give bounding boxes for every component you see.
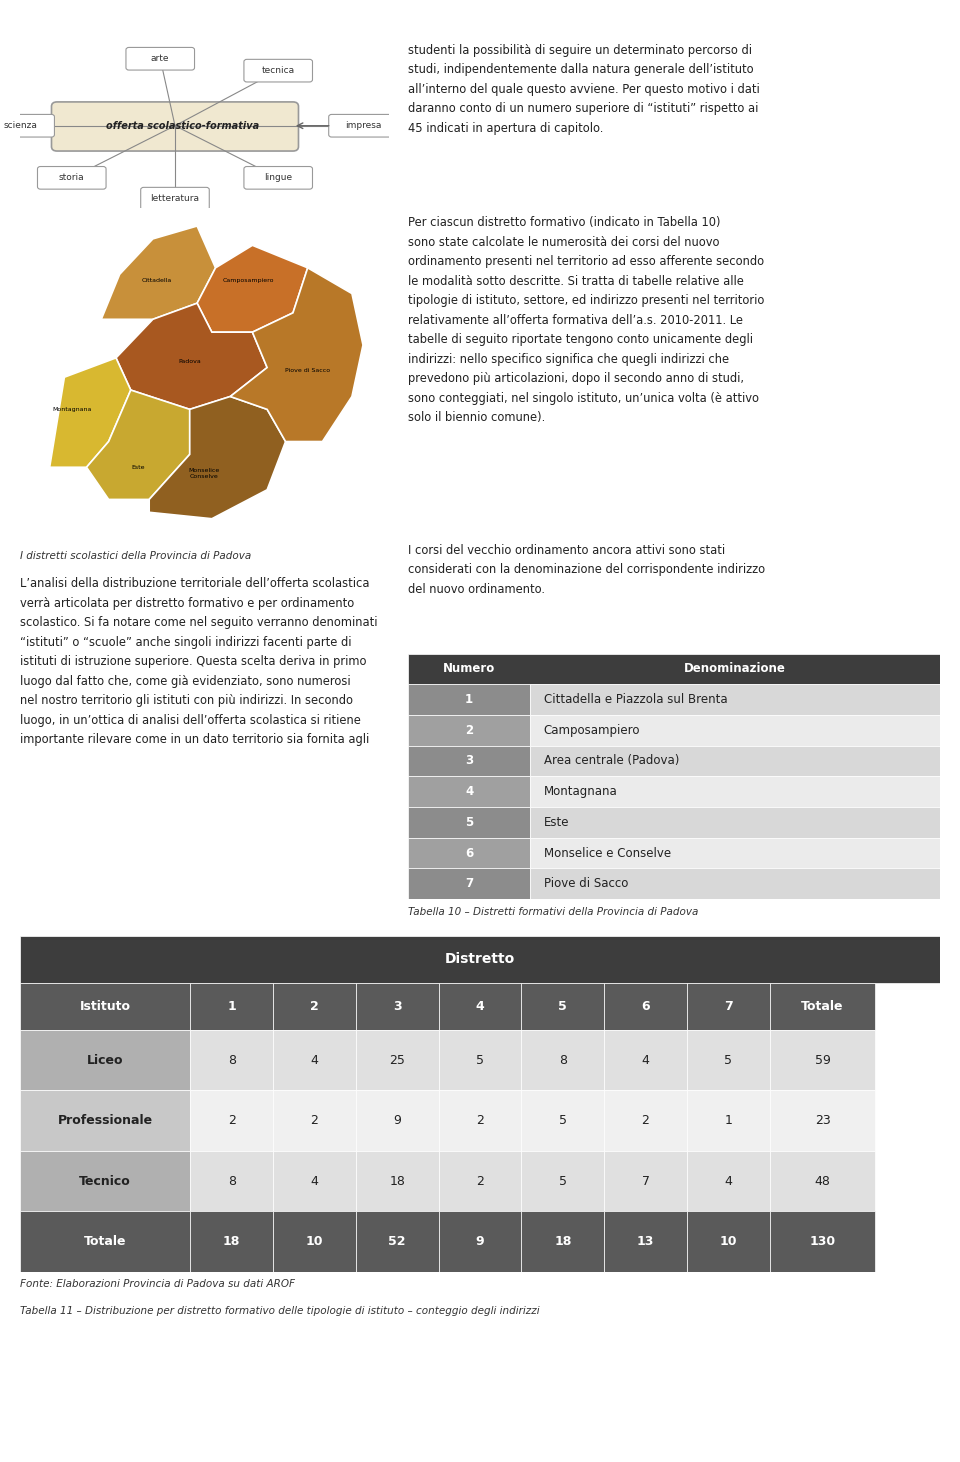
Bar bbox=[530, 684, 940, 715]
Text: 7: 7 bbox=[465, 877, 473, 890]
Text: Cittadella: Cittadella bbox=[141, 278, 172, 284]
Bar bbox=[273, 1091, 356, 1151]
Text: 10: 10 bbox=[720, 1235, 737, 1249]
Text: Professionale: Professionale bbox=[58, 1114, 153, 1127]
Polygon shape bbox=[101, 227, 216, 319]
Bar bbox=[521, 1091, 604, 1151]
Text: 7: 7 bbox=[641, 1174, 650, 1187]
Text: 1: 1 bbox=[725, 1114, 732, 1127]
Text: 18: 18 bbox=[554, 1235, 571, 1249]
Text: 4: 4 bbox=[310, 1174, 319, 1187]
Polygon shape bbox=[230, 268, 363, 442]
Text: Piove di Sacco: Piove di Sacco bbox=[285, 368, 330, 373]
Text: letteratura: letteratura bbox=[151, 194, 200, 203]
Text: 9: 9 bbox=[476, 1235, 484, 1249]
FancyBboxPatch shape bbox=[141, 187, 209, 211]
FancyBboxPatch shape bbox=[0, 114, 55, 137]
Bar bbox=[521, 1212, 604, 1272]
Bar bbox=[190, 1151, 273, 1212]
Text: 18: 18 bbox=[223, 1235, 240, 1249]
Text: 2: 2 bbox=[476, 1174, 484, 1187]
Bar bbox=[356, 1029, 439, 1091]
Polygon shape bbox=[86, 390, 190, 500]
Text: 5: 5 bbox=[559, 1000, 567, 1013]
Text: 48: 48 bbox=[815, 1174, 830, 1187]
Polygon shape bbox=[116, 303, 267, 409]
Text: Per ciascun distretto formativo (indicato in Tabella 10)
sono state calcolate le: Per ciascun distretto formativo (indicat… bbox=[408, 216, 764, 424]
Text: Este: Este bbox=[543, 816, 569, 829]
Bar bbox=[20, 1151, 190, 1212]
Bar bbox=[408, 776, 530, 807]
Text: 10: 10 bbox=[305, 1235, 324, 1249]
Bar bbox=[356, 1212, 439, 1272]
Bar bbox=[687, 1029, 770, 1091]
Bar bbox=[20, 1091, 190, 1151]
Bar bbox=[604, 1151, 687, 1212]
Text: 4: 4 bbox=[641, 1054, 650, 1067]
Text: 2: 2 bbox=[228, 1114, 235, 1127]
Bar bbox=[530, 868, 940, 899]
Bar bbox=[273, 1029, 356, 1091]
Bar bbox=[273, 1151, 356, 1212]
Text: arte: arte bbox=[151, 54, 170, 63]
Text: offerta scolastico-formativa: offerta scolastico-formativa bbox=[106, 121, 259, 130]
Bar bbox=[687, 1151, 770, 1212]
Text: 8: 8 bbox=[559, 1054, 566, 1067]
Bar bbox=[530, 746, 940, 776]
Text: 18: 18 bbox=[390, 1174, 405, 1187]
Text: 25: 25 bbox=[390, 1054, 405, 1067]
Text: Tabella 10 – Distretti formativi della Provincia di Padova: Tabella 10 – Distretti formativi della P… bbox=[408, 908, 698, 917]
Text: I corsi del vecchio ordinamento ancora attivi sono stati
considerati con la deno: I corsi del vecchio ordinamento ancora a… bbox=[408, 544, 765, 596]
Bar bbox=[687, 1091, 770, 1151]
Bar bbox=[20, 936, 940, 982]
Bar bbox=[20, 1029, 190, 1091]
Bar bbox=[408, 807, 530, 838]
Text: scienza: scienza bbox=[3, 121, 37, 130]
Bar bbox=[439, 1029, 521, 1091]
Bar bbox=[408, 868, 530, 899]
Text: Distretto: Distretto bbox=[444, 952, 516, 966]
Bar bbox=[770, 1151, 876, 1212]
Text: Numero: Numero bbox=[443, 662, 495, 675]
Bar bbox=[408, 684, 530, 715]
Bar bbox=[530, 776, 940, 807]
Text: 52: 52 bbox=[389, 1235, 406, 1249]
Text: 3: 3 bbox=[465, 754, 473, 768]
Text: Cittadella e Piazzola sul Brenta: Cittadella e Piazzola sul Brenta bbox=[543, 693, 728, 706]
Text: 5: 5 bbox=[559, 1114, 566, 1127]
Bar bbox=[604, 1212, 687, 1272]
Text: Liceo: Liceo bbox=[87, 1054, 124, 1067]
Bar bbox=[439, 1151, 521, 1212]
Text: storia: storia bbox=[59, 174, 84, 183]
Text: Fonte: Elaborazioni Provincia di Padova su dati AROF: Fonte: Elaborazioni Provincia di Padova … bbox=[20, 1279, 295, 1289]
Bar bbox=[604, 1091, 687, 1151]
Bar bbox=[20, 982, 190, 1029]
Bar bbox=[356, 982, 439, 1029]
Bar bbox=[604, 1029, 687, 1091]
Text: tecnica: tecnica bbox=[262, 66, 295, 75]
Bar bbox=[190, 1212, 273, 1272]
Text: Totale: Totale bbox=[84, 1235, 127, 1249]
Polygon shape bbox=[197, 246, 308, 332]
Text: Montagnana: Montagnana bbox=[543, 785, 617, 798]
Text: 8: 8 bbox=[228, 1174, 236, 1187]
FancyBboxPatch shape bbox=[37, 167, 106, 189]
Text: L’analisi della distribuzione territoriale dell’offerta scolastica
verrà articol: L’analisi della distribuzione territoria… bbox=[20, 577, 377, 747]
Text: Camposampiero: Camposampiero bbox=[543, 724, 640, 737]
FancyBboxPatch shape bbox=[328, 114, 397, 137]
Text: 2: 2 bbox=[641, 1114, 650, 1127]
Text: 1: 1 bbox=[465, 693, 473, 706]
Bar bbox=[530, 715, 940, 746]
Text: I distretti scolastici della Provincia di Padova: I distretti scolastici della Provincia d… bbox=[20, 551, 252, 560]
FancyBboxPatch shape bbox=[126, 47, 195, 70]
Text: 23: 23 bbox=[815, 1114, 830, 1127]
Bar bbox=[521, 1151, 604, 1212]
Text: 5: 5 bbox=[724, 1054, 732, 1067]
Text: 3: 3 bbox=[393, 1000, 401, 1013]
Text: 8: 8 bbox=[228, 1054, 236, 1067]
Text: impresa: impresa bbox=[345, 121, 381, 130]
Text: 5: 5 bbox=[465, 816, 473, 829]
Bar bbox=[273, 982, 356, 1029]
Text: 4: 4 bbox=[310, 1054, 319, 1067]
Text: 6: 6 bbox=[641, 1000, 650, 1013]
